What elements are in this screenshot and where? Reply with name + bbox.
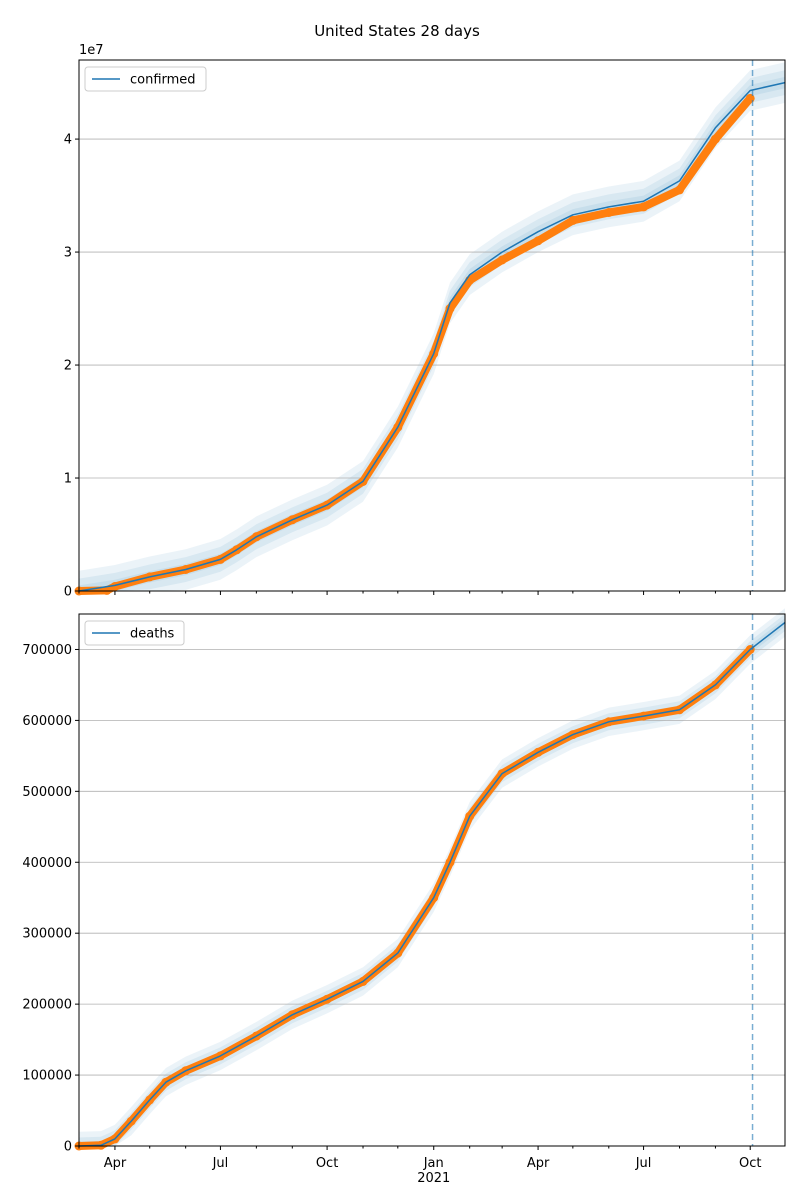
- x-tick-label: Jul: [212, 1156, 229, 1171]
- x-tick-label: Oct: [316, 1156, 338, 1171]
- y-tick-label: 0: [64, 1140, 72, 1155]
- figure-title: United States 28 days: [314, 22, 480, 40]
- y-tick-label: 2: [64, 359, 72, 374]
- legend-label: confirmed: [130, 73, 196, 88]
- axes-frame: [78, 613, 786, 1147]
- y-tick-label: 3: [64, 246, 72, 261]
- y-tick-label: 700000: [22, 643, 72, 658]
- y-tick-label: 0: [64, 585, 72, 600]
- y-tick-label: 200000: [22, 998, 72, 1013]
- model-series: [78, 621, 786, 1147]
- x-tick-label: Jan: [423, 1156, 444, 1171]
- confidence-band: [79, 76, 785, 591]
- y-tick-label: 400000: [22, 856, 72, 871]
- y-tick-label: 4: [64, 133, 72, 148]
- confidence-band: [79, 62, 785, 592]
- y-tick-label: 100000: [22, 1069, 72, 1084]
- axes-frame: [78, 59, 786, 592]
- legend-box: [84, 620, 185, 646]
- y-tick-label: 600000: [22, 714, 72, 729]
- y-tick-label: 1: [64, 472, 72, 487]
- deaths-panel: 0 100000 200000 300000 400000 500000 600000 700…: [22, 608, 786, 1186]
- legend-label: deaths: [130, 627, 175, 642]
- x-tick-label: Oct: [739, 1156, 761, 1171]
- confirmed-panel: 0 1 2 3 4 1e7 confirmed: [64, 43, 786, 600]
- x-year-label: 2021: [417, 1171, 450, 1186]
- model-series: [78, 81, 786, 592]
- y-tick-label: 300000: [22, 927, 72, 942]
- confidence-band: [79, 70, 785, 591]
- y-tick-label: 500000: [22, 785, 72, 800]
- y-offset-label: 1e7: [79, 43, 104, 58]
- legend-box: [84, 66, 207, 92]
- x-tick-label: Apr: [104, 1156, 127, 1171]
- x-tick-label: Jul: [635, 1156, 652, 1171]
- x-tick-label: Apr: [527, 1156, 550, 1171]
- confidence-band: [79, 608, 785, 1146]
- confidence-band: [79, 614, 785, 1146]
- observed-series: [75, 94, 755, 595]
